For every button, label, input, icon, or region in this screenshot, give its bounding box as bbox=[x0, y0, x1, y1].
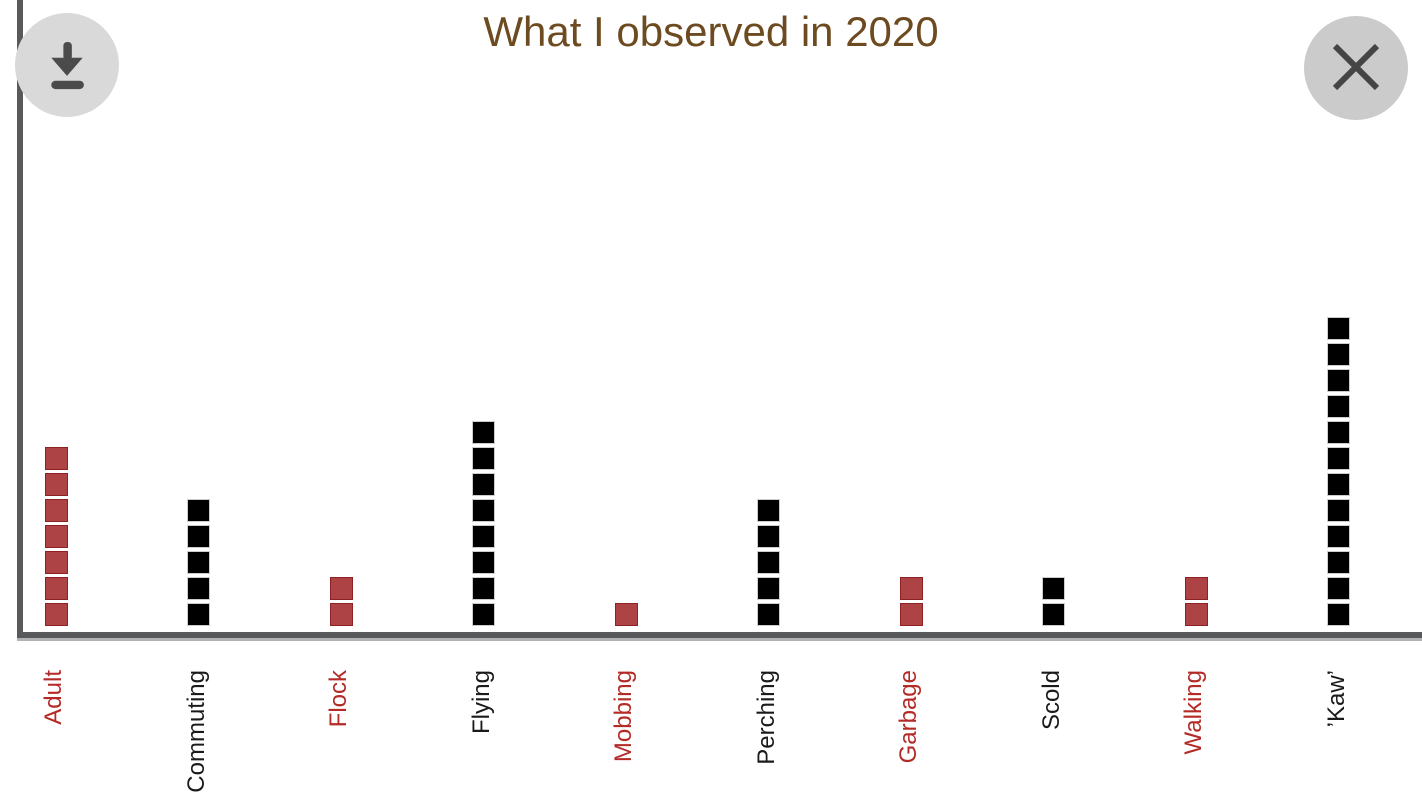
waffle-square bbox=[757, 551, 780, 574]
download-button[interactable] bbox=[15, 13, 119, 117]
x-tick-label: ’Kaw’ bbox=[1323, 670, 1380, 727]
waffle-square bbox=[1042, 603, 1065, 626]
waffle-square bbox=[329, 603, 353, 626]
waffle-square bbox=[44, 577, 68, 600]
waffle-square bbox=[1184, 577, 1208, 600]
waffle-square bbox=[614, 603, 638, 626]
waffle-square bbox=[44, 603, 68, 626]
bar-column bbox=[1042, 577, 1065, 626]
x-tick-label: Flying bbox=[468, 670, 532, 734]
close-button[interactable] bbox=[1304, 16, 1408, 120]
download-icon bbox=[38, 36, 96, 94]
x-tick-label: Flock bbox=[325, 670, 382, 727]
waffle-square bbox=[757, 525, 780, 548]
waffle-square bbox=[757, 499, 780, 522]
waffle-square bbox=[329, 577, 353, 600]
waffle-square bbox=[472, 603, 495, 626]
waffle-square bbox=[1327, 499, 1350, 522]
waffle-square bbox=[187, 577, 210, 600]
waffle-square bbox=[472, 551, 495, 574]
waffle-square bbox=[1327, 473, 1350, 496]
x-tick-label-text: Flying bbox=[467, 670, 495, 735]
waffle-square bbox=[757, 603, 780, 626]
bar-column bbox=[329, 577, 353, 626]
waffle-square bbox=[472, 525, 495, 548]
waffle-square bbox=[472, 421, 495, 444]
x-tick-label: Perching bbox=[753, 670, 848, 765]
waffle-square bbox=[44, 525, 68, 548]
waffle-square bbox=[1327, 603, 1350, 626]
x-axis-line bbox=[17, 632, 1422, 638]
x-tick-label: Mobbing bbox=[610, 670, 702, 762]
waffle-square bbox=[1327, 577, 1350, 600]
x-tick-label-text: Flock bbox=[325, 670, 352, 728]
waffle-square bbox=[1184, 603, 1208, 626]
waffle-square bbox=[44, 447, 68, 470]
waffle-square bbox=[187, 603, 210, 626]
x-tick-label: Garbage bbox=[895, 670, 988, 763]
x-tick-label-text: ’Kaw’ bbox=[1322, 670, 1350, 728]
waffle-square bbox=[472, 473, 495, 496]
waffle-square bbox=[187, 551, 210, 574]
x-tick-label: Commuting bbox=[183, 670, 306, 793]
waffle-square bbox=[44, 551, 68, 574]
x-tick-label: Adult bbox=[40, 670, 95, 725]
x-tick-label: Walking bbox=[1180, 670, 1264, 754]
waffle-square bbox=[472, 499, 495, 522]
x-tick-label-text: Scold bbox=[1037, 670, 1065, 731]
bar-column bbox=[1327, 317, 1350, 626]
x-tick-label: Scold bbox=[1038, 670, 1098, 730]
waffle-square bbox=[187, 525, 210, 548]
bar-column bbox=[899, 577, 923, 626]
waffle-square bbox=[472, 447, 495, 470]
x-tick-label-text: Mobbing bbox=[610, 670, 637, 763]
bar-column bbox=[187, 499, 210, 626]
waffle-square bbox=[899, 603, 923, 626]
bar-column bbox=[472, 421, 495, 626]
close-icon bbox=[1304, 16, 1408, 120]
bar-column bbox=[614, 603, 638, 626]
waffle-square bbox=[1042, 577, 1065, 600]
waffle-square bbox=[44, 473, 68, 496]
x-tick-label-text: Perching bbox=[752, 670, 780, 765]
x-tick-label-text: Walking bbox=[1180, 670, 1207, 755]
x-tick-label-text: Commuting bbox=[182, 670, 210, 793]
bar-column bbox=[757, 499, 780, 626]
waffle-square bbox=[1327, 395, 1350, 418]
bar-column bbox=[1184, 577, 1208, 626]
bar-column bbox=[44, 447, 68, 626]
waffle-square bbox=[1327, 421, 1350, 444]
y-axis-line bbox=[17, 0, 23, 641]
chart-title: What I observed in 2020 bbox=[483, 8, 939, 55]
waffle-square bbox=[1327, 447, 1350, 470]
waffle-square bbox=[1327, 369, 1350, 392]
waffle-square bbox=[1327, 343, 1350, 366]
waffle-square bbox=[187, 499, 210, 522]
waffle-square bbox=[1327, 317, 1350, 340]
x-tick-label-text: Garbage bbox=[895, 670, 922, 764]
waffle-square bbox=[1327, 551, 1350, 574]
waffle-square bbox=[757, 577, 780, 600]
x-tick-label-text: Adult bbox=[40, 670, 67, 725]
waffle-square bbox=[1327, 525, 1350, 548]
waffle-square bbox=[899, 577, 923, 600]
waffle-square bbox=[472, 577, 495, 600]
waffle-square bbox=[44, 499, 68, 522]
